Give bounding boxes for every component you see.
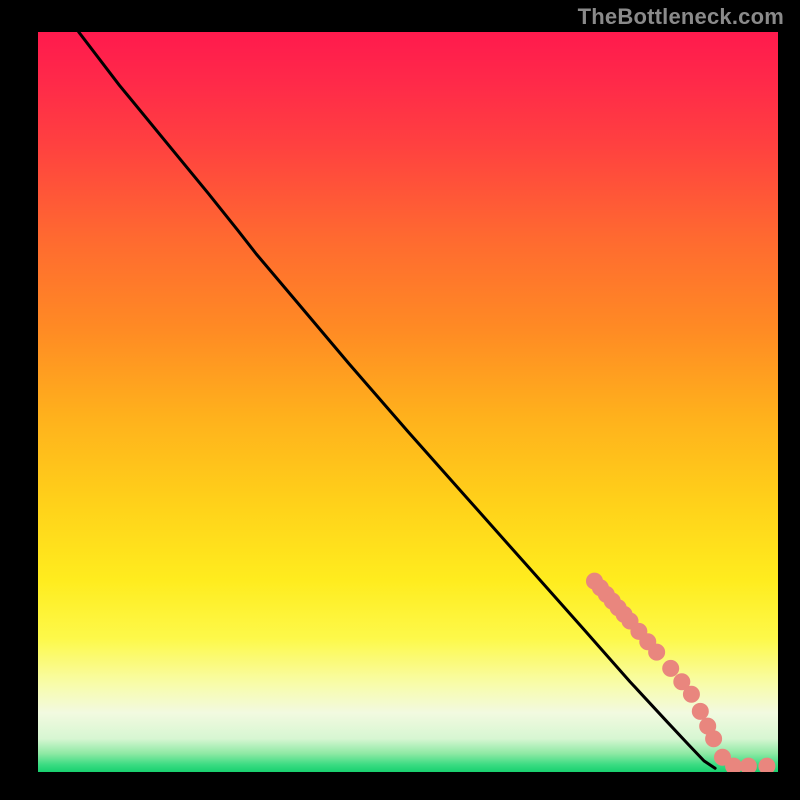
marker-point: [726, 758, 742, 772]
watermark-text: TheBottleneck.com: [578, 4, 784, 30]
marker-point: [663, 660, 679, 676]
marker-point: [692, 703, 708, 719]
plot-svg: [38, 32, 778, 772]
marker-point: [740, 758, 756, 772]
marker-point: [759, 758, 775, 772]
marker-point: [683, 686, 699, 702]
plot-area: [38, 32, 778, 772]
marker-point: [706, 731, 722, 747]
chart-frame: TheBottleneck.com: [0, 0, 800, 800]
marker-point: [649, 644, 665, 660]
